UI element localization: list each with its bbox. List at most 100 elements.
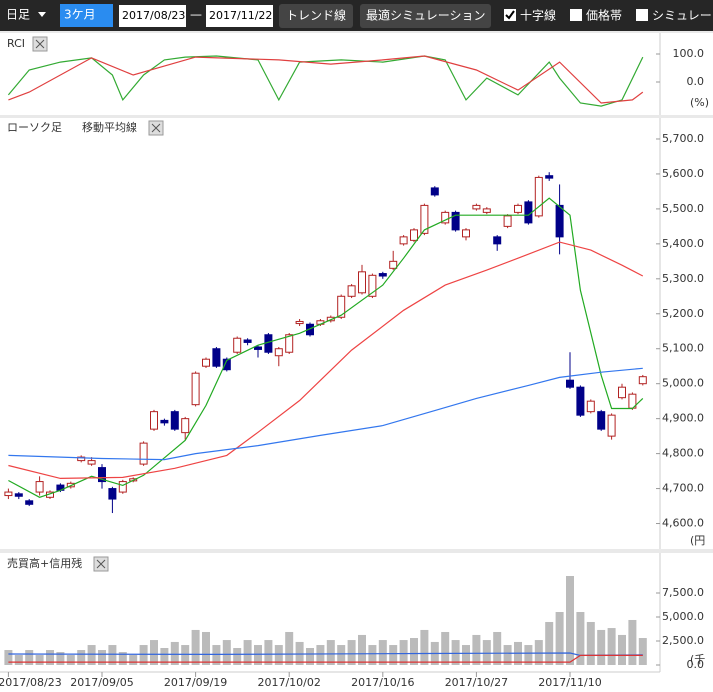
volume-bar <box>586 621 595 665</box>
volume-bar <box>243 640 252 665</box>
date-from-box[interactable] <box>119 5 186 27</box>
check-sim-label[interactable]: シミュレー <box>652 9 712 23</box>
x-tick-label: 2017/10/02 <box>257 676 320 689</box>
volume-bar <box>462 645 470 665</box>
candle-body <box>618 386 626 399</box>
range[interactable]: 3ケ月 <box>64 8 96 22</box>
volume-bar <box>441 631 450 665</box>
volume-bar <box>451 640 460 665</box>
candle-body <box>368 274 377 297</box>
candle-body <box>555 204 564 238</box>
check-cross-label[interactable]: 十字線 <box>520 8 556 23</box>
y-tick-label: 5,000.0 <box>662 610 704 623</box>
candle-body <box>534 176 543 217</box>
volume-bar <box>170 641 179 665</box>
sim-button-label[interactable]: 最適シミュレーション <box>366 8 486 23</box>
x-tick-label: 2017/08/23 <box>0 676 62 689</box>
volume-bar <box>14 655 23 665</box>
candle-body <box>285 334 294 353</box>
candle-body <box>326 316 335 322</box>
candle-body <box>430 187 439 196</box>
panel-title: 売買高+信用残 <box>7 556 82 570</box>
check-price-label[interactable]: 価格帯 <box>586 8 622 23</box>
candle-body <box>420 204 429 234</box>
checkbox-price[interactable] <box>570 9 582 21</box>
candle-body <box>472 204 481 210</box>
volume-bar <box>4 650 13 665</box>
volume-bar <box>46 650 54 665</box>
trend-button-label[interactable]: トレンド線 <box>286 8 346 23</box>
period-select[interactable]: 日足 <box>6 8 46 22</box>
volume-bar <box>150 640 158 665</box>
volume-bar <box>420 629 429 665</box>
candle-body <box>399 236 408 245</box>
y-tick-label: 5,300.0 <box>662 272 704 285</box>
price-panel <box>0 118 713 549</box>
y-tick-label: 4,800.0 <box>662 447 704 460</box>
candle-body <box>170 411 179 430</box>
volume-bar <box>254 645 262 665</box>
moving-average <box>8 241 644 480</box>
candle-body <box>191 372 200 406</box>
volume-bar <box>482 640 491 665</box>
volume-bar <box>233 648 242 665</box>
volume-bar <box>202 631 210 665</box>
candle-body <box>108 488 117 500</box>
rci-panel <box>0 33 713 115</box>
candle-body <box>77 456 86 462</box>
volume-bar <box>607 628 616 665</box>
y-tick-label: 4,700.0 <box>662 482 704 495</box>
volume-bar <box>212 645 221 665</box>
volume-bar <box>35 655 44 665</box>
x-tick-label: 2017/10/27 <box>445 676 508 689</box>
candle-body <box>254 346 262 350</box>
x-tick-label: 2017/09/19 <box>164 676 227 689</box>
period-type[interactable]: 日足 <box>6 8 30 22</box>
volume-bar <box>545 621 554 665</box>
volume-bar <box>108 645 117 665</box>
volume-bar <box>337 645 346 665</box>
candle-body <box>378 273 387 277</box>
candle-body <box>607 414 616 437</box>
y-tick-label: 5,200.0 <box>662 307 704 320</box>
date-sep: — <box>190 8 202 22</box>
candle-body <box>451 211 460 231</box>
y-tick-label: 4,900.0 <box>662 412 704 425</box>
y-unit: (円 <box>690 534 705 547</box>
volume-bar <box>129 655 138 665</box>
y-tick-label: 5,100.0 <box>662 342 704 355</box>
rci-line <box>7 55 644 107</box>
sim-button[interactable] <box>360 4 491 28</box>
volume-bar <box>326 640 335 665</box>
candle-body <box>118 481 127 493</box>
volume-bar <box>597 629 606 665</box>
candle-body <box>295 320 304 325</box>
date-to[interactable]: 2017/11/22 <box>209 9 272 22</box>
date-to-box[interactable] <box>206 5 273 27</box>
close-x <box>151 123 161 133</box>
checkbox-sim[interactable] <box>636 9 648 21</box>
candle-body <box>566 379 574 388</box>
y-tick-label: 100.0 <box>673 47 705 60</box>
candle-body <box>441 211 450 224</box>
y-tick-label: 5,000.0 <box>662 377 704 390</box>
candle-body <box>514 204 522 213</box>
panel-title: RCI <box>7 37 25 50</box>
volume-bar <box>410 638 418 665</box>
y-tick-label: 5,400.0 <box>662 237 704 250</box>
range-box[interactable] <box>60 4 113 27</box>
y-tick-label: 5,500.0 <box>662 202 704 215</box>
candle-body <box>482 208 491 213</box>
volume-bar <box>378 640 387 665</box>
candle-body <box>597 411 606 430</box>
candle-body <box>35 481 44 493</box>
volume-bar <box>77 650 86 665</box>
candle-body <box>545 175 554 179</box>
candle-body <box>233 337 242 353</box>
volume-bar <box>368 645 377 665</box>
date-from[interactable]: 2017/08/23 <box>122 9 185 22</box>
y-tick-label: 4,600.0 <box>662 517 704 530</box>
trend-button[interactable] <box>279 4 353 28</box>
volume-bar <box>66 655 75 665</box>
rci-line <box>8 55 644 104</box>
